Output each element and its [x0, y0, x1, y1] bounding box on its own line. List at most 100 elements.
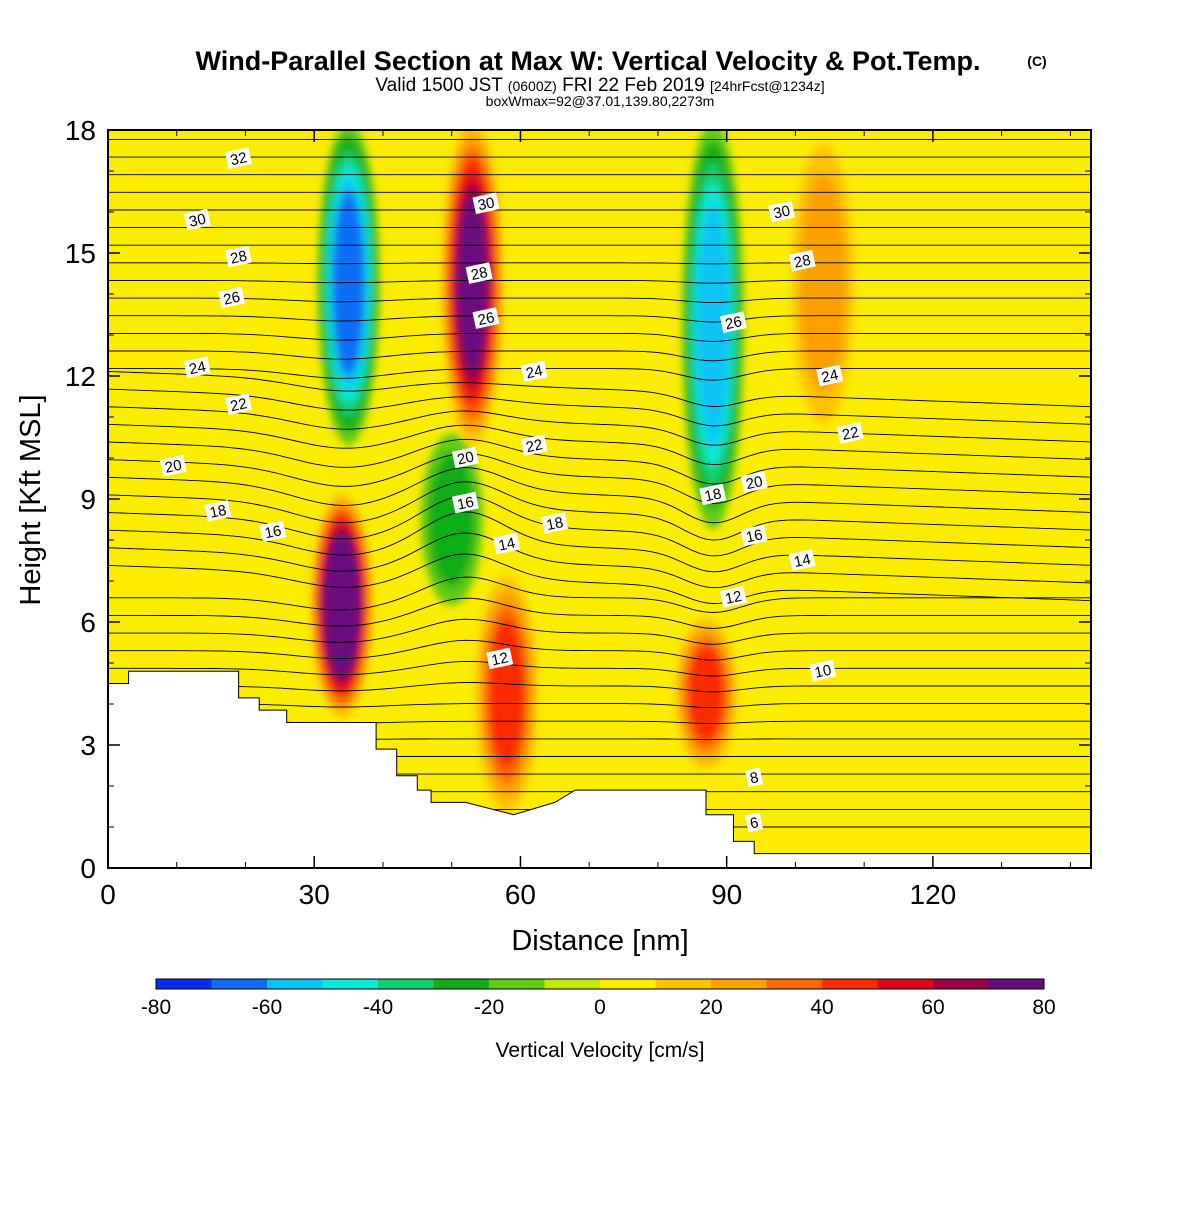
theta-label-box	[183, 208, 211, 231]
colorbar-swatch	[822, 979, 878, 989]
theta-contour	[108, 297, 1091, 304]
theta-label-10: 10	[809, 659, 837, 682]
theta-label-box	[541, 512, 569, 534]
theta-label-text: 28	[792, 252, 812, 272]
theta-label-box	[816, 364, 844, 387]
vv-feature-updraft-7	[675, 618, 738, 770]
colorbar-swatch	[988, 979, 1045, 989]
theta-label-12: 12	[719, 586, 747, 608]
valid-prefix: Valid 1500 JST	[375, 75, 503, 96]
theta-contour	[108, 280, 1091, 284]
theta-label-box	[451, 491, 479, 514]
theta-label-text: 16	[263, 522, 283, 542]
theta-contour	[108, 481, 1091, 541]
theta-label-text: 30	[476, 194, 496, 214]
theta-label-30: 30	[183, 208, 211, 231]
theta-label-text: 22	[841, 424, 861, 444]
theta-label-text: 22	[524, 436, 544, 456]
colorbar-swatch	[877, 979, 934, 989]
colorbar-tick-label: -60	[252, 996, 282, 1019]
plot-area	[108, 130, 1091, 868]
theta-label-box	[520, 360, 548, 383]
theta-label-box	[224, 393, 253, 416]
vv-feature-updraft-5	[441, 130, 504, 446]
vv-feature-downdraft-1	[317, 130, 380, 446]
theta-label-box	[218, 286, 246, 309]
theta-label-text: 30	[188, 211, 208, 231]
vv-level	[428, 452, 476, 587]
colorbar: -80 -60 -40 -20 0 20 40 60 80	[141, 978, 1056, 1019]
theta-label-16: 16	[451, 491, 479, 514]
colorbar-swatch	[766, 979, 823, 989]
theta-label-text: 14	[497, 535, 517, 555]
x-tick-label: 30	[299, 879, 330, 910]
y-tick-label: 18	[65, 115, 96, 146]
theta-label-box	[740, 524, 768, 547]
theta-label-text: 26	[222, 289, 242, 309]
theta-label-8: 8	[744, 767, 764, 788]
colorbar-frame	[155, 978, 1045, 990]
y-tick-label: 3	[80, 730, 96, 761]
theta-contour	[108, 703, 1091, 709]
theta-label-text: 16	[744, 526, 764, 546]
theta-contour	[108, 532, 1091, 589]
box-info: boxWmax=92@37.01,139.80,2273m	[486, 93, 715, 109]
theta-contour	[108, 368, 1091, 381]
y-axis-title: Height [Kft MSL]	[15, 394, 47, 605]
theta-label-28: 28	[465, 262, 493, 284]
colorbar-swatch	[655, 979, 712, 989]
theta-label-box	[744, 767, 764, 788]
chart-title-suffix: (C)	[1027, 53, 1046, 69]
vv-feature-downdraft-2	[420, 433, 483, 606]
theta-label-text: 30	[772, 202, 792, 222]
vv-feature-updraft-8	[791, 143, 854, 424]
vv-feature-updraft-6	[475, 575, 538, 813]
theta-contour	[108, 438, 1091, 485]
theta-label-18: 18	[699, 483, 727, 505]
theta-contour	[108, 453, 1091, 504]
theta-label-box	[159, 454, 187, 477]
theta-label-text: 32	[229, 149, 249, 169]
colorbar-tick-label: 20	[699, 996, 722, 1019]
vertical-velocity-field	[108, 130, 1091, 868]
theta-label-box	[224, 147, 253, 170]
theta-label-box	[486, 647, 514, 670]
theta-label-16: 16	[259, 520, 287, 542]
vv-feature-updraft-4	[310, 493, 373, 718]
potential-temperature-labels: 32 30 28 26 24 22 20 18 16 30 28 26 24 22 20 16 18 14 12 30…	[159, 147, 864, 833]
theta-label-box	[224, 245, 253, 268]
vv-level	[688, 646, 725, 742]
theta-label-text: 8	[748, 769, 760, 787]
theta-contour	[108, 350, 1091, 362]
theta-label-22: 22	[836, 422, 864, 444]
theta-label-12: 12	[486, 647, 514, 670]
theta-label-16: 16	[740, 524, 768, 547]
theta-contour	[108, 315, 1091, 323]
colorbar-tick-label: -80	[141, 996, 171, 1019]
theta-label-text: 24	[524, 362, 544, 382]
theta-contour	[108, 406, 1091, 446]
theta-label-20: 20	[740, 471, 768, 493]
theta-label-32: 32	[224, 147, 253, 170]
theta-label-18: 18	[541, 512, 569, 534]
y-tick-label: 12	[65, 361, 96, 392]
theta-contour	[108, 618, 1091, 645]
theta-label-26: 26	[719, 311, 747, 333]
terrain	[108, 670, 1091, 868]
theta-label-box	[836, 422, 864, 444]
theta-contour	[108, 467, 1091, 524]
y-tick-label: 6	[80, 607, 96, 638]
vv-level	[488, 619, 525, 769]
x-tick-label: 90	[711, 879, 742, 910]
colorbar-tick-label: -20	[474, 996, 504, 1019]
theta-label-box	[719, 586, 747, 608]
x-tick-label: 120	[910, 879, 957, 910]
chart-title: Wind-Parallel Section at Max W: Vertical…	[196, 46, 981, 76]
theta-label-text: 12	[724, 588, 744, 608]
theta-label-box	[768, 200, 796, 223]
theta-label-text: 18	[208, 502, 228, 522]
theta-label-22: 22	[224, 393, 253, 416]
theta-label-text: 20	[456, 448, 476, 468]
theta-label-text: 24	[188, 358, 208, 378]
